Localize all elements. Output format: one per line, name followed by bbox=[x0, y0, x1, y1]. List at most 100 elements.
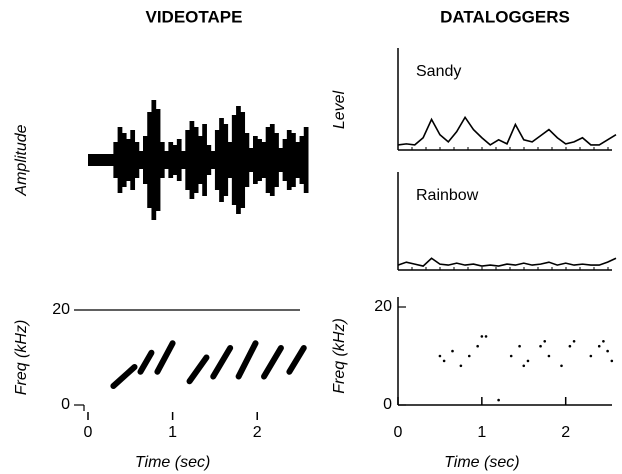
waveform-burst bbox=[134, 142, 140, 178]
waveform-burst bbox=[189, 121, 195, 199]
waveform-burst bbox=[223, 124, 229, 196]
waveform-burst bbox=[210, 151, 216, 169]
waveform-burst bbox=[261, 142, 267, 178]
waveform-burst bbox=[130, 130, 136, 190]
detection-dot bbox=[568, 344, 572, 348]
waveform-burst bbox=[202, 124, 207, 196]
level-line bbox=[397, 115, 617, 146]
y-tick-label: 20 bbox=[52, 301, 70, 318]
waveform-burst bbox=[240, 112, 246, 208]
waveform-burst bbox=[155, 109, 161, 211]
waveform-burst bbox=[257, 139, 262, 181]
waveform-burst bbox=[303, 127, 309, 193]
waveform-burst bbox=[244, 133, 250, 187]
waveform-burst bbox=[172, 145, 178, 175]
waveform-burst bbox=[185, 130, 191, 190]
detection-dot bbox=[547, 354, 551, 358]
waveform-burst bbox=[88, 154, 93, 166]
waveform-burst bbox=[126, 139, 131, 181]
waveform-burst bbox=[269, 124, 275, 196]
detection-dot bbox=[522, 364, 526, 368]
waveform-burst bbox=[92, 154, 97, 166]
call-trace bbox=[286, 345, 307, 375]
detection-dot bbox=[484, 335, 488, 338]
panel-title: Sandy bbox=[416, 63, 461, 80]
x-tick-label: 0 bbox=[394, 424, 403, 441]
waveform-burst bbox=[181, 151, 186, 169]
detection-dot bbox=[602, 340, 605, 343]
waveform-burst bbox=[282, 139, 288, 181]
detection-dot bbox=[526, 359, 530, 363]
panel-title: Rainbow bbox=[416, 187, 479, 204]
waveform-burst bbox=[138, 151, 144, 169]
waveform-burst bbox=[265, 127, 271, 193]
waveform-burst bbox=[278, 148, 284, 172]
waveform-burst bbox=[236, 106, 241, 214]
y-tick-label: 20 bbox=[374, 298, 392, 315]
waveform-burst bbox=[253, 136, 258, 184]
y-tick-label: 0 bbox=[383, 396, 392, 413]
detection-dot bbox=[467, 354, 471, 358]
detection-dot bbox=[610, 359, 614, 363]
detection-dot bbox=[438, 354, 442, 358]
waveform-burst bbox=[198, 136, 203, 184]
panel-header: DATALOGGERS bbox=[440, 7, 570, 26]
x-axis-label: Time (sec) bbox=[444, 454, 519, 471]
waveform-burst bbox=[219, 118, 224, 202]
x-tick-label: 2 bbox=[561, 424, 570, 441]
detection-dot bbox=[589, 354, 593, 358]
waveform-burst bbox=[227, 142, 233, 178]
call-trace bbox=[186, 354, 210, 385]
call-trace bbox=[154, 340, 176, 375]
x-tick-label: 1 bbox=[168, 424, 177, 441]
waveform-burst bbox=[168, 142, 174, 178]
waveform-burst bbox=[109, 154, 114, 166]
detection-dot bbox=[476, 344, 479, 348]
waveform-burst bbox=[206, 145, 212, 175]
waveform-burst bbox=[299, 136, 305, 184]
x-tick-label: 0 bbox=[84, 424, 93, 441]
y-axis-label: Amplitude bbox=[13, 124, 30, 196]
waveform-burst bbox=[159, 142, 165, 178]
call-trace bbox=[110, 364, 138, 389]
detection-dot bbox=[606, 349, 609, 353]
detection-dot bbox=[597, 344, 601, 348]
y-axis-label: Freq (kHz) bbox=[13, 320, 30, 396]
waveform-burst bbox=[176, 139, 182, 181]
waveform-burst bbox=[121, 133, 127, 187]
waveform-burst bbox=[143, 136, 148, 184]
detection-dot bbox=[442, 359, 446, 363]
waveform-burst bbox=[231, 115, 237, 205]
y-axis-label: Freq (kHz) bbox=[331, 318, 348, 394]
waveform-burst bbox=[117, 127, 123, 193]
waveform-burst bbox=[164, 151, 169, 169]
waveform-burst bbox=[295, 142, 301, 178]
waveform-burst bbox=[286, 130, 292, 190]
waveform-burst bbox=[147, 112, 152, 208]
waveform-burst bbox=[214, 130, 220, 190]
detection-dot bbox=[539, 344, 542, 348]
waveform-burst bbox=[104, 154, 110, 166]
detection-dot bbox=[451, 349, 454, 353]
waveform-burst bbox=[248, 148, 254, 172]
x-axis-label: Time (sec) bbox=[135, 454, 210, 471]
waveform-burst bbox=[151, 100, 157, 220]
detection-dot bbox=[543, 340, 547, 343]
detection-dot bbox=[480, 335, 484, 338]
y-axis-label: Level bbox=[331, 90, 348, 129]
waveform-burst bbox=[113, 142, 119, 178]
call-trace bbox=[261, 345, 284, 380]
waveform-burst bbox=[96, 154, 102, 166]
call-trace bbox=[210, 345, 234, 380]
level-line bbox=[397, 257, 617, 267]
detection-dot bbox=[459, 364, 463, 368]
call-trace bbox=[235, 340, 259, 380]
waveform-burst bbox=[291, 133, 296, 187]
panel-header: VIDEOTAPE bbox=[146, 7, 243, 26]
x-tick-label: 1 bbox=[477, 424, 486, 441]
waveform-burst bbox=[193, 127, 199, 193]
detection-dot bbox=[518, 344, 521, 348]
x-tick-label: 2 bbox=[253, 424, 262, 441]
